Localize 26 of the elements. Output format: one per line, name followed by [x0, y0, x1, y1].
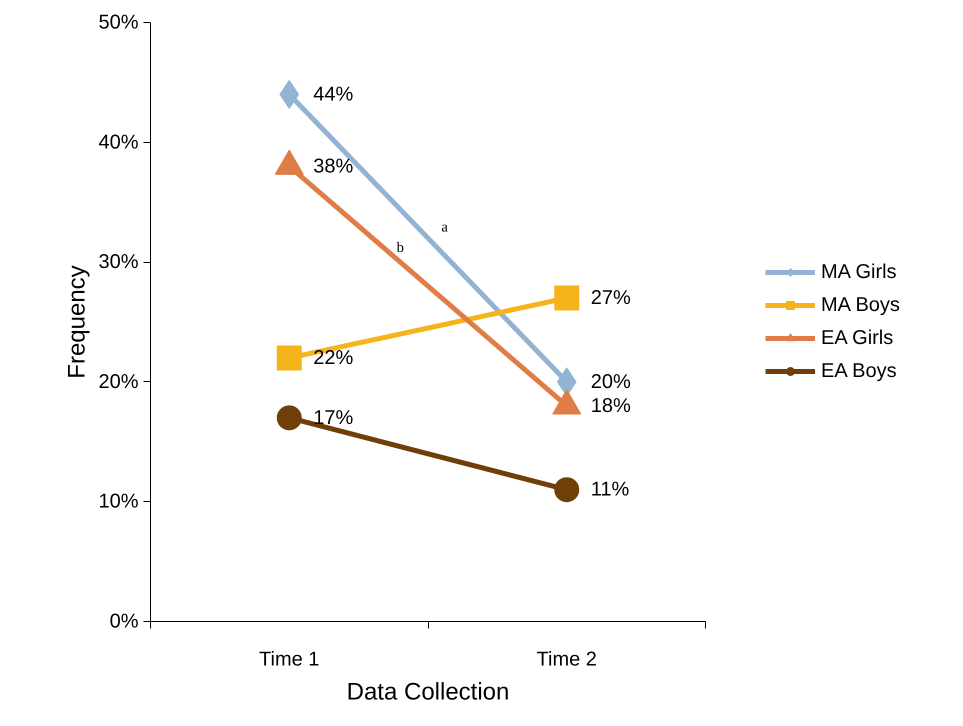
- data-label: 38%: [313, 155, 354, 178]
- data-label: 44%: [313, 83, 354, 106]
- data-label: 11%: [590, 478, 630, 501]
- point: [276, 345, 302, 370]
- y-tick-label: 30%: [98, 251, 139, 274]
- legend-label: MA Boys: [821, 294, 900, 316]
- data-label: 17%: [313, 406, 354, 429]
- data-label: 18%: [590, 394, 631, 417]
- point: [554, 286, 580, 311]
- data-label: 20%: [590, 370, 631, 393]
- legend-label: EA Girls: [821, 326, 894, 350]
- x-tick-label: Time 2: [536, 648, 597, 670]
- legend-label: EA Boys: [821, 360, 897, 382]
- x-tick-label: Time 1: [259, 648, 320, 670]
- data-label: 27%: [590, 287, 631, 310]
- y-tick-label: 50%: [98, 12, 139, 34]
- y-tick-label: 0%: [110, 610, 139, 632]
- data-label: 22%: [313, 346, 354, 369]
- x-axis-title: Data Collection: [346, 678, 510, 706]
- y-tick-label: 40%: [98, 131, 139, 154]
- annotation: b: [396, 240, 404, 256]
- y-axis-title: Frequency: [63, 265, 90, 379]
- annotation: a: [441, 219, 448, 236]
- legend-label: MA Girls: [821, 260, 897, 284]
- y-tick-label: 10%: [98, 490, 139, 513]
- y-tick-label: 20%: [98, 370, 139, 393]
